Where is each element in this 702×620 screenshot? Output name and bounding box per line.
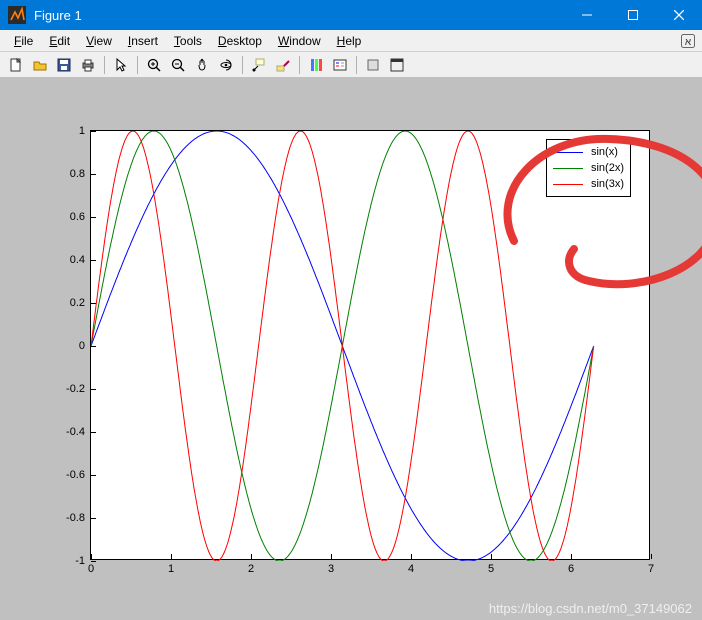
matlab-app-icon	[8, 6, 26, 24]
x-tick-mark	[171, 554, 172, 559]
y-tick-mark	[91, 303, 96, 304]
y-tick-label: -0.8	[51, 512, 91, 524]
zoom-out-icon[interactable]	[167, 54, 189, 76]
new-file-icon[interactable]	[5, 54, 27, 76]
legend-swatch	[553, 168, 583, 169]
data-cursor-icon[interactable]	[248, 54, 270, 76]
y-tick-label: 1	[51, 125, 91, 137]
legend-entry[interactable]: sin(2x)	[553, 160, 624, 176]
x-tick-label: 6	[568, 559, 574, 575]
menu-bar: File Edit View Insert Tools Desktop Wind…	[0, 30, 702, 52]
y-tick-mark	[91, 217, 96, 218]
y-tick-label: 0.8	[51, 168, 91, 180]
axes[interactable]: sin(x)sin(2x)sin(3x) -1-0.8-0.6-0.4-0.20…	[90, 130, 650, 560]
series-line	[91, 131, 594, 561]
window-title: Figure 1	[34, 8, 82, 23]
y-tick-mark	[91, 432, 96, 433]
zoom-in-icon[interactable]	[143, 54, 165, 76]
toolbar	[0, 52, 702, 78]
minimize-button[interactable]	[564, 0, 610, 30]
x-tick-label: 5	[488, 559, 494, 575]
brush-icon[interactable]	[272, 54, 294, 76]
y-tick-mark	[91, 389, 96, 390]
colorbar-icon[interactable]	[305, 54, 327, 76]
menu-edit[interactable]: Edit	[41, 32, 78, 50]
print-icon[interactable]	[77, 54, 99, 76]
x-tick-mark	[251, 554, 252, 559]
window-controls	[564, 0, 702, 30]
legend-entry[interactable]: sin(3x)	[553, 176, 624, 192]
legend[interactable]: sin(x) sin(2x) sin(3x)	[546, 139, 631, 197]
menu-window[interactable]: Window	[270, 32, 329, 50]
hide-tools-icon[interactable]	[362, 54, 384, 76]
y-tick-mark	[91, 131, 96, 132]
x-tick-label: 4	[408, 559, 414, 575]
open-file-icon[interactable]	[29, 54, 51, 76]
x-tick-label: 2	[248, 559, 254, 575]
menu-desktop[interactable]: Desktop	[210, 32, 270, 50]
y-tick-mark	[91, 518, 96, 519]
x-tick-mark	[411, 554, 412, 559]
toolbar-separator	[242, 56, 243, 74]
toolbar-separator	[299, 56, 300, 74]
pointer-icon[interactable]	[110, 54, 132, 76]
toolbar-separator	[137, 56, 138, 74]
x-tick-mark	[491, 554, 492, 559]
legend-label: sin(3x)	[591, 178, 624, 190]
y-tick-label: 0.4	[51, 254, 91, 266]
legend-icon[interactable]	[329, 54, 351, 76]
legend-swatch	[553, 184, 583, 185]
menu-help[interactable]: Help	[329, 32, 370, 50]
y-tick-label: -0.4	[51, 426, 91, 438]
menu-tools[interactable]: Tools	[166, 32, 210, 50]
x-tick-mark	[331, 554, 332, 559]
y-tick-label: 0	[51, 340, 91, 352]
x-tick-label: 1	[168, 559, 174, 575]
maximize-button[interactable]	[610, 0, 656, 30]
toolbar-separator	[356, 56, 357, 74]
x-tick-label: 3	[328, 559, 334, 575]
save-icon[interactable]	[53, 54, 75, 76]
svg-text:א: א	[685, 37, 692, 48]
watermark-text: https://blog.csdn.net/m0_37149062	[489, 601, 692, 616]
y-tick-mark	[91, 346, 96, 347]
menu-file[interactable]: File	[6, 32, 41, 50]
y-tick-mark	[91, 174, 96, 175]
legend-entry[interactable]: sin(x)	[553, 144, 624, 160]
menu-insert[interactable]: Insert	[120, 32, 166, 50]
rotate3d-icon[interactable]	[215, 54, 237, 76]
pan-icon[interactable]	[191, 54, 213, 76]
x-tick-label: 0	[88, 559, 94, 575]
dock-icon[interactable]	[386, 54, 408, 76]
y-tick-mark	[91, 260, 96, 261]
x-tick-label: 7	[648, 559, 654, 575]
y-tick-label: -1	[51, 555, 91, 567]
x-tick-mark	[571, 554, 572, 559]
legend-label: sin(2x)	[591, 162, 624, 174]
close-button[interactable]	[656, 0, 702, 30]
y-tick-mark	[91, 475, 96, 476]
menu-view[interactable]: View	[78, 32, 120, 50]
y-tick-label: 0.2	[51, 297, 91, 309]
title-bar: Figure 1	[0, 0, 702, 30]
legend-label: sin(x)	[591, 146, 618, 158]
y-tick-label: 0.6	[51, 211, 91, 223]
x-tick-mark	[91, 554, 92, 559]
toolbar-separator	[104, 56, 105, 74]
context-help-icon[interactable]: א	[680, 33, 696, 49]
figure-area: sin(x) sin(2x) sin(3x) -1 -0.8 -0.6 -0.4 -0.2 0…	[0, 78, 702, 620]
y-tick-label: -0.2	[51, 383, 91, 395]
y-tick-label: -0.6	[51, 469, 91, 481]
x-tick-mark	[651, 554, 652, 559]
legend-swatch	[553, 152, 583, 153]
